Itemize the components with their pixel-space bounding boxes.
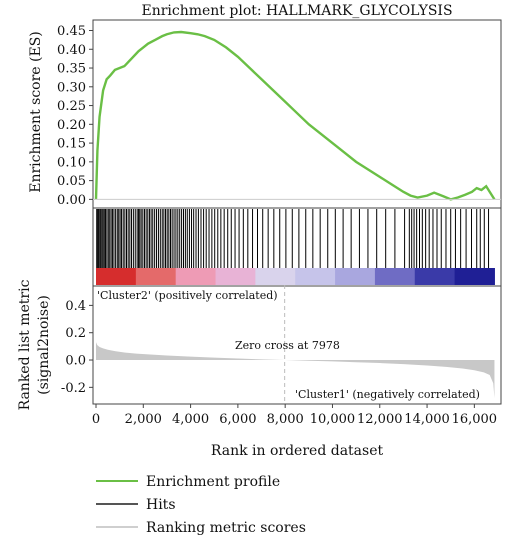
ranking-color-segment (255, 268, 296, 285)
bottom-panel-frame (92, 285, 502, 405)
ranking-color-segment (96, 268, 137, 285)
ranking-color-segment (135, 268, 177, 285)
ranking-color-segment (374, 268, 416, 285)
ranking-color-segment (295, 268, 336, 285)
ranking-color-segment (335, 268, 376, 285)
top-y-tick-label: 0.30 (57, 80, 86, 95)
x-tick-label: 10,000 (310, 412, 356, 427)
x-tick-label: 12,000 (357, 412, 403, 427)
top-y-tick-label: 0.10 (57, 155, 86, 170)
top-panel: 0.45 0.40 0.35 0.30 0.25 0.20 0.15 0.10 0.05 0.00… (28, 19, 502, 209)
x-tick-label: 16,000 (452, 412, 498, 427)
ranking-color-segment (215, 268, 256, 285)
top-y-tick-label: 0.00 (57, 193, 86, 208)
legend: Enrichment profile Hits Ranking metric s… (96, 474, 306, 536)
top-y-tick-label: 0.20 (57, 118, 86, 133)
top-y-tick-label: 0.15 (57, 137, 86, 152)
ranking-color-segment (454, 268, 495, 285)
cluster-high-label: 'Cluster2' (positively correlated) (97, 289, 278, 302)
top-y-tick-label: 0.05 (57, 174, 86, 189)
bottom-y-ticks: 0.4 0.2 0.0 -0.2 (61, 299, 93, 396)
x-tick-label: 14,000 (404, 412, 450, 427)
top-y-tick-label: 0.25 (57, 99, 86, 114)
enrichment-profile-line (94, 30, 496, 201)
bottom-y-tick-label: 0.4 (65, 299, 86, 314)
x-tick-label: 8,000 (267, 412, 304, 427)
legend-label-enrichment: Enrichment profile (146, 474, 280, 490)
chart-title: Enrichment plot: HALLMARK_GLYCOLYSIS (141, 3, 452, 19)
x-tick-label: 6,000 (219, 412, 256, 427)
x-axis-label: Rank in ordered dataset (211, 443, 384, 459)
hit-marks (96, 209, 490, 268)
x-tick-label: 4,000 (172, 412, 209, 427)
top-y-ticks: 0.45 0.40 0.35 0.30 0.25 0.20 0.15 0.10 0.05 0.00 (57, 24, 93, 208)
bottom-y-axis-label-line1: Ranked list metric (17, 279, 33, 410)
x-tick-label: 2,000 (125, 412, 162, 427)
ranking-color-segment (175, 268, 217, 285)
cluster-low-label: 'Cluster1' (negatively correlated) (295, 388, 480, 401)
zero-cross-label: Zero cross at 7978 (235, 339, 340, 352)
top-y-tick-label: 0.45 (57, 24, 86, 39)
top-y-tick-label: 0.35 (57, 62, 86, 77)
legend-label-ranking: Ranking metric scores (146, 520, 306, 536)
top-y-tick-label: 0.40 (57, 43, 86, 58)
bottom-y-tick-label: 0.0 (65, 354, 86, 369)
bottom-y-axis-label-line2: (signal2noise) (36, 295, 52, 395)
x-axis-ticks: 0 2,000 4,000 6,000 8,000 10,000 12,000 14,000 1… (92, 404, 497, 427)
bottom-y-tick-label: 0.2 (65, 326, 86, 341)
bottom-y-tick-label: -0.2 (61, 381, 86, 396)
x-tick-label: 0 (92, 412, 100, 427)
legend-label-hits: Hits (146, 497, 176, 513)
top-y-axis-label: Enrichment score (ES) (28, 31, 44, 193)
bottom-panel: 0.4 0.2 0.0 -0.2 Zero cross at 7978 'Cluste… (17, 279, 502, 410)
ranking-color-segment (414, 268, 456, 285)
ranking-color-bar (96, 268, 495, 285)
hits-panel: 'Cluster2' (positively correlated) (92, 207, 502, 302)
